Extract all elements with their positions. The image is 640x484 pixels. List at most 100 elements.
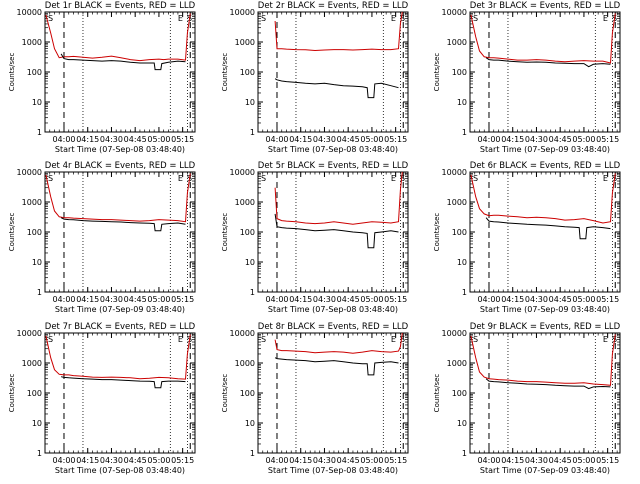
y-axis-label: Counts/sec: [221, 374, 229, 413]
x-tick-label: 04:00: [477, 456, 500, 465]
y-tick-label: 10: [32, 419, 42, 428]
lld-series-line: [45, 13, 191, 62]
x-tick-label: 04:00: [265, 135, 288, 144]
detector-panel: Det 3r BLACK = Events, RED = LLD 1 10 100 10…: [433, 1, 621, 154]
y-tick-label: 1000: [235, 38, 255, 47]
x-tick-label: 04:45: [124, 135, 147, 144]
plot-frame: [44, 11, 196, 133]
segment-marker-label: E: [603, 14, 608, 23]
segment-marker-label: E: [391, 14, 396, 23]
panel-title: Det 3r BLACK = Events, RED = LLD: [470, 1, 621, 11]
lld-series-line: [45, 173, 191, 223]
x-tick-label: 05:15: [171, 456, 194, 465]
detector-panel: Det 9r BLACK = Events, RED = LLD 1 10 100 10…: [433, 322, 621, 475]
y-axis-label: Counts/sec: [221, 53, 229, 92]
y-tick-label: 1: [250, 449, 255, 458]
y-axis-label: Counts/sec: [8, 213, 16, 252]
y-tick-label: 10000: [230, 8, 255, 17]
x-tick-label: 04:15: [501, 135, 524, 144]
x-tick-label: 04:30: [100, 135, 123, 144]
events-series-line: [485, 57, 611, 68]
x-tick-label: 04:00: [52, 456, 75, 465]
y-axis-label: Counts/sec: [433, 213, 441, 252]
x-tick-label: 05:15: [596, 295, 619, 304]
x-tick-label: 04:15: [501, 295, 524, 304]
y-axis-label: Counts/sec: [433, 53, 441, 92]
plot-frame: [469, 171, 621, 293]
lld-series-line: [470, 334, 616, 386]
lld-series-line: [274, 11, 403, 52]
x-tick-label: 04:45: [337, 456, 360, 465]
segment-marker-label: E: [178, 174, 183, 183]
x-axis-label: Start Time (07-Sep-08 03:48:40): [268, 466, 398, 475]
x-axis-label: Start Time (07-Sep-09 03:48:40): [480, 466, 610, 475]
x-tick-label: 04:30: [100, 456, 123, 465]
y-tick-label: 10: [245, 419, 255, 428]
x-tick-label: 05:15: [596, 135, 619, 144]
panel-title: Det 1r BLACK = Events, RED = LLD: [45, 1, 196, 11]
x-tick-label: 04:15: [76, 456, 99, 465]
x-tick-label: 05:00: [147, 135, 170, 144]
y-tick-label: 1000: [22, 38, 42, 47]
segment-marker-label: S: [400, 335, 405, 344]
x-tick-label: 04:00: [477, 295, 500, 304]
y-axis-label: Counts/sec: [8, 53, 16, 92]
x-tick-label: 04:30: [525, 135, 548, 144]
x-tick-label: 04:00: [265, 456, 288, 465]
segment-marker-label: S: [473, 14, 478, 23]
y-axis-label: Counts/sec: [433, 374, 441, 413]
segment-marker-label: S: [261, 14, 266, 23]
x-tick-label: 05:00: [572, 135, 595, 144]
detector-panel: Det 2r BLACK = Events, RED = LLD 1 10 100 10…: [221, 1, 409, 154]
panel-title: Det 4r BLACK = Events, RED = LLD: [45, 161, 196, 171]
y-axis-label: Counts/sec: [8, 374, 16, 413]
x-tick-label: 05:15: [384, 295, 407, 304]
x-tick-label: 04:45: [549, 135, 572, 144]
y-tick-label: 1: [37, 449, 42, 458]
y-tick-label: 100: [240, 228, 255, 237]
x-axis-label: Start Time (07-Sep-09 03:48:40): [480, 305, 610, 314]
y-tick-label: 10000: [17, 8, 42, 17]
x-tick-label: 04:00: [52, 295, 75, 304]
x-tick-label: 04:45: [337, 135, 360, 144]
segment-marker-label: S: [48, 174, 53, 183]
x-tick-label: 05:00: [360, 456, 383, 465]
y-tick-label: 1: [37, 128, 42, 137]
y-tick-label: 10000: [442, 8, 467, 17]
plot-frame: [257, 171, 409, 293]
x-tick-label: 04:30: [313, 456, 336, 465]
segment-marker-label: E: [603, 174, 608, 183]
x-tick-label: 04:45: [337, 295, 360, 304]
lld-series-line: [470, 173, 616, 224]
x-tick-label: 04:15: [76, 295, 99, 304]
detector-panel: Det 7r BLACK = Events, RED = LLD 1 10 100 10…: [8, 322, 196, 475]
events-series-line: [60, 376, 186, 389]
x-tick-label: 04:15: [289, 295, 312, 304]
x-tick-label: 05:15: [171, 295, 194, 304]
panel-title: Det 9r BLACK = Events, RED = LLD: [470, 322, 621, 332]
segment-marker-label: S: [48, 14, 53, 23]
x-tick-label: 05:00: [572, 456, 595, 465]
x-tick-label: 04:15: [76, 135, 99, 144]
detector-panel: Det 4r BLACK = Events, RED = LLD 1 10 100 10…: [8, 161, 196, 314]
y-tick-label: 1000: [235, 359, 255, 368]
x-tick-label: 05:15: [384, 135, 407, 144]
segment-marker-label: S: [48, 335, 53, 344]
detector-panel: Det 8r BLACK = Events, RED = LLD 1 10 100 10…: [221, 322, 409, 475]
y-tick-label: 1: [250, 288, 255, 297]
x-tick-label: 04:30: [525, 295, 548, 304]
segment-marker-label: S: [261, 335, 266, 344]
events-series-line: [274, 213, 399, 249]
detector-panel: Det 6r BLACK = Events, RED = LLD 1 10 100 10…: [433, 161, 621, 314]
x-axis-label: Start Time (07-Sep-08 03:48:40): [268, 145, 398, 154]
y-tick-label: 10: [457, 98, 467, 107]
y-tick-label: 100: [27, 389, 42, 398]
segment-marker-label: E: [603, 335, 608, 344]
segment-marker-label: E: [391, 174, 396, 183]
x-tick-label: 04:45: [124, 456, 147, 465]
panel-title: Det 5r BLACK = Events, RED = LLD: [258, 161, 409, 171]
events-series-line: [60, 53, 186, 71]
x-axis-label: Start Time (07-Sep-08 03:48:40): [55, 145, 185, 154]
